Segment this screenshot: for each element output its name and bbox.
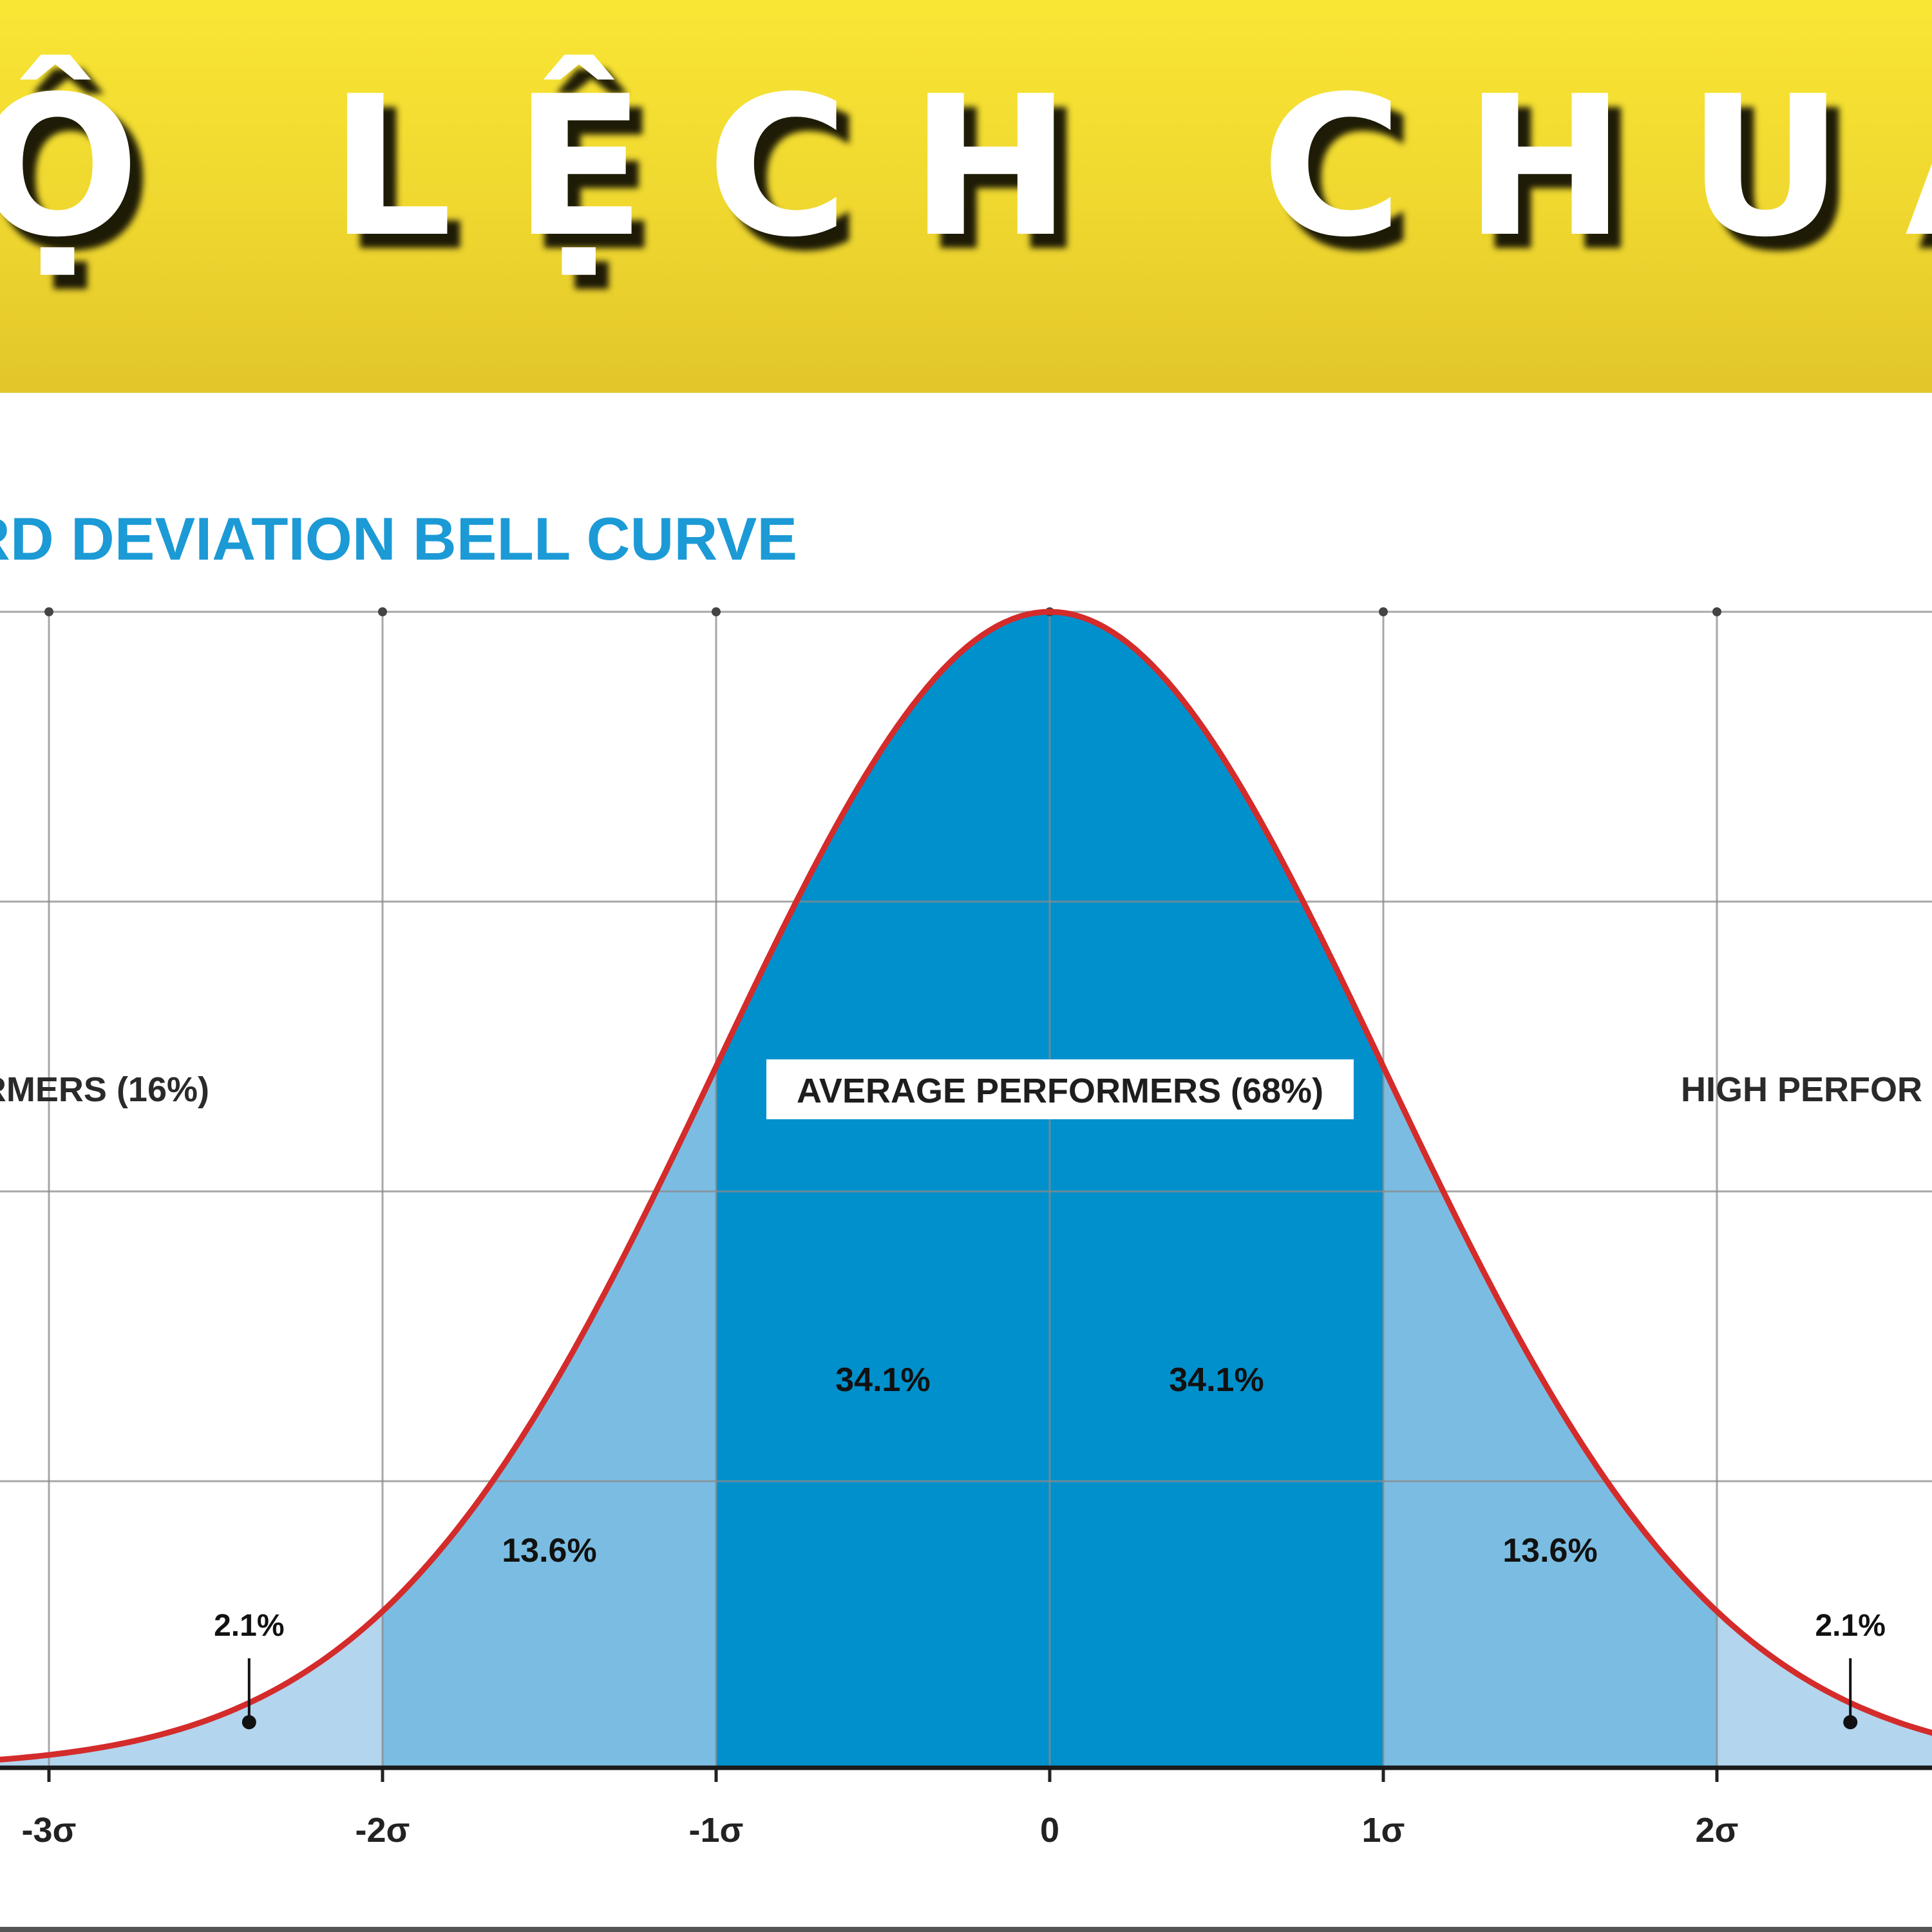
x-tick-label-1: -2σ: [355, 1811, 410, 1850]
grid-top-dot-5: [1712, 607, 1721, 616]
x-tick-label-0: -3σ: [22, 1811, 77, 1850]
grid-top-dot-0: [44, 607, 53, 616]
band-0: [0, 1611, 383, 1768]
tail-callout-label-0: 2.1%: [214, 1609, 284, 1643]
bell-curve-line: [0, 609, 1932, 1763]
chart-subtitle: RD DEVIATION BELL CURVE: [0, 505, 798, 573]
group-label-high: HIGH PERFOR: [1681, 1070, 1922, 1109]
group-label-average: AVERAGE PERFORMERS (68%): [797, 1072, 1323, 1110]
tail-callout-dot-1: [1843, 1715, 1858, 1730]
title-banner: Ộ LỆCH CHUẨN LÀ G: [0, 0, 1932, 393]
tail-callout-dot-0: [242, 1715, 256, 1730]
band-percent-1: 13.6%: [502, 1532, 596, 1569]
banner-title: Ộ LỆCH CHUẨN LÀ G: [0, 55, 1932, 279]
grid-top-dot-4: [1379, 607, 1388, 616]
band-3: [1050, 612, 1383, 1768]
bottom-divider: [0, 1927, 1932, 1932]
group-label-low: R PERFORMERS (16%): [0, 1070, 209, 1109]
grid-top-dot-2: [712, 607, 721, 616]
band-percent-2: 34.1%: [835, 1361, 930, 1399]
band-percent-4: 13.6%: [1502, 1532, 1597, 1569]
band-percent-3: 34.1%: [1169, 1361, 1264, 1399]
tail-callout-label-1: 2.1%: [1815, 1609, 1885, 1643]
group-label-average-box: [766, 1059, 1354, 1119]
band-5: [1717, 1611, 1932, 1768]
x-tick-label-2: -1σ: [689, 1811, 744, 1850]
grid-top-dot-1: [378, 607, 387, 616]
x-tick-label-3: 0: [1040, 1811, 1059, 1850]
x-tick-label-5: 2σ: [1696, 1811, 1739, 1850]
band-2: [716, 612, 1050, 1768]
x-tick-label-4: 1σ: [1362, 1811, 1405, 1850]
